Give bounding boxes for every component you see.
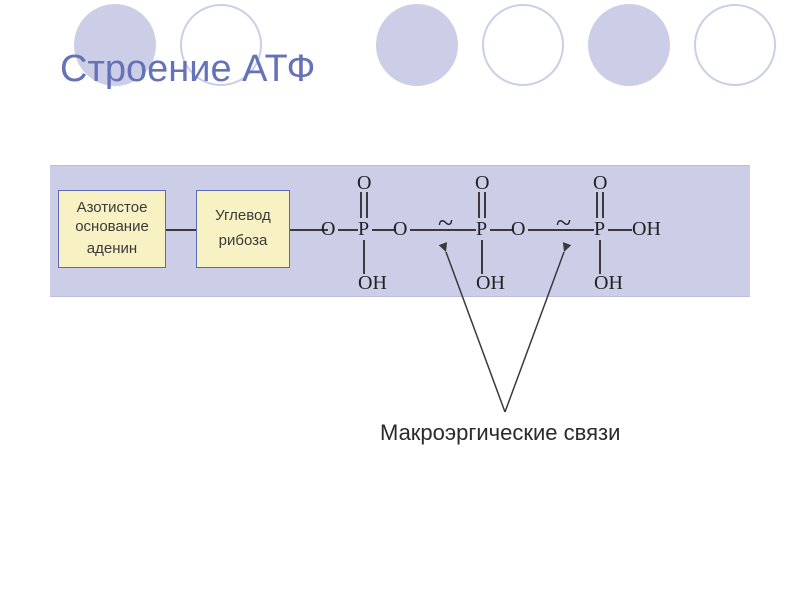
box-base-line1: Азотистое (61, 199, 163, 218)
box-base-line2: основание (61, 218, 163, 237)
title-text: Строение АТФ (60, 48, 315, 90)
diagram-band: Азотистое основание аденин Углевод рибоз… (50, 165, 750, 297)
box-base-line3: аденин (61, 240, 163, 259)
box-nitrogenous-base: Азотистое основание аденин (58, 190, 166, 268)
box-sugar-line2: рибоза (199, 232, 287, 251)
box-sugar-line1: Углевод (199, 207, 287, 226)
page-title: Строение АТФ (60, 48, 315, 91)
annotation-text: Макроэргические связи (380, 420, 620, 445)
annotation-label: Макроэргические связи (380, 420, 620, 446)
macroergic-bond-2: ~ (556, 208, 571, 240)
macroergic-bond-1: ~ (438, 208, 453, 240)
box-sugar: Углевод рибоза (196, 190, 290, 268)
